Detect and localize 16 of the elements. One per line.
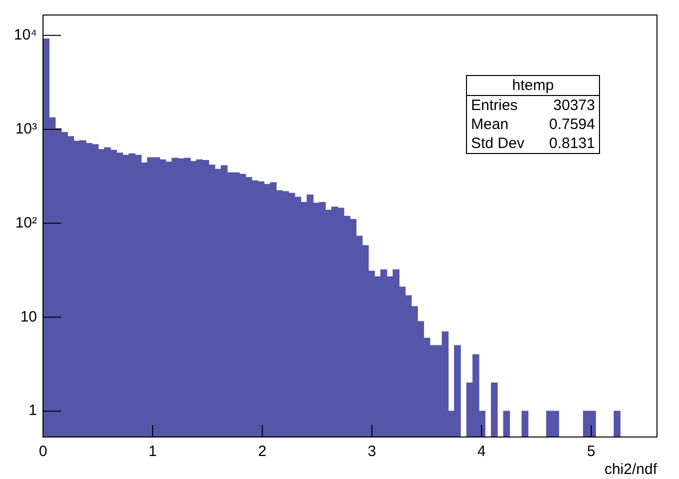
x-tick-label: 3 (368, 443, 376, 460)
x-tick-label: 5 (587, 443, 596, 460)
y-tick-label: 10 (20, 308, 37, 326)
x-tick-label: 0 (38, 443, 48, 460)
y-tick-label: 10³ (15, 120, 37, 138)
y-tick-label: 1 (28, 402, 37, 420)
text: Std Dev 0.8131 (471, 135, 595, 152)
annotation: htemp (467, 76, 599, 96)
text: Entries 30373 (471, 97, 595, 114)
text: Mean 0.7594 (471, 116, 595, 133)
x-tick-label: 4 (477, 443, 486, 460)
y-tick-label: 10² (15, 214, 37, 232)
x-tick-label: 1 (148, 443, 157, 460)
x-axis-title: chi2/ndf (604, 461, 658, 478)
x-tick-label: 2 (258, 443, 266, 460)
y-tick-label: 10⁴ (14, 26, 37, 44)
